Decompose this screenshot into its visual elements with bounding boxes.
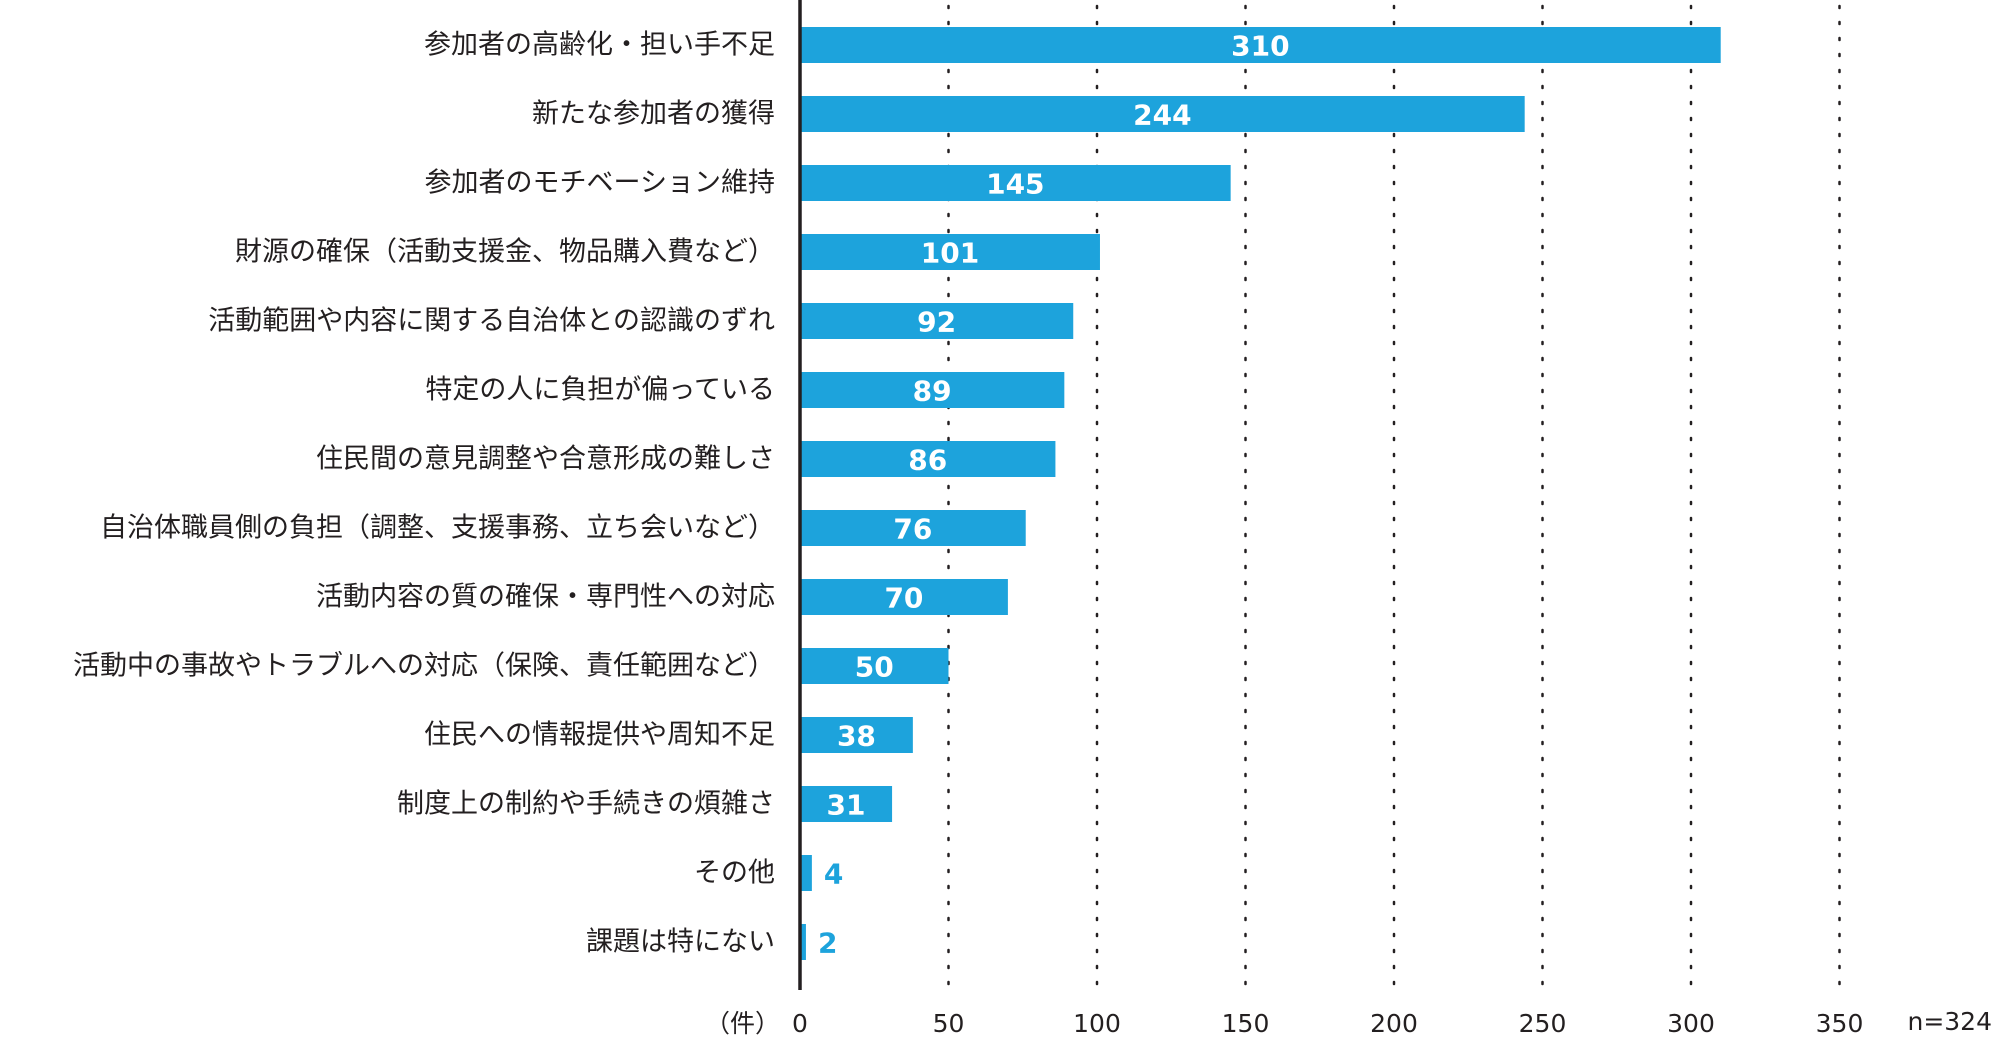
value-label: 50 xyxy=(855,651,894,684)
bar-10 xyxy=(800,648,949,684)
x-tick-label: 0 xyxy=(792,1009,808,1038)
value-label: 38 xyxy=(837,720,876,753)
category-label: 特定の人に負担が偏っている xyxy=(425,375,775,406)
bar-8 xyxy=(800,510,1026,546)
category-label: 参加者のモチベーション維持 xyxy=(425,168,775,199)
category-label: 財源の確保（活動支援金、物品購入費など） xyxy=(235,237,775,268)
category-label: 課題は特にない xyxy=(586,927,775,958)
bar-2 xyxy=(800,96,1525,132)
x-tick-label: 300 xyxy=(1667,1009,1715,1038)
bar-4 xyxy=(800,234,1100,270)
category-label: 参加者の高齢化・担い手不足 xyxy=(424,30,775,61)
x-tick-label: 50 xyxy=(933,1009,965,1038)
category-label: 制度上の制約や手続きの煩雑さ xyxy=(397,789,775,820)
bar-9 xyxy=(800,579,1008,615)
value-label: 4 xyxy=(824,858,843,891)
bar-1 xyxy=(800,27,1721,63)
value-label: 310 xyxy=(1231,30,1289,63)
bar-7 xyxy=(800,441,1056,477)
x-tick-label: 350 xyxy=(1816,1009,1864,1038)
category-label: 活動内容の質の確保・専門性への対応 xyxy=(316,582,775,613)
x-unit-label: （件） xyxy=(705,1009,780,1038)
bar-12 xyxy=(800,786,893,822)
value-label: 86 xyxy=(908,444,947,477)
bar-5 xyxy=(800,303,1074,339)
category-label: その他 xyxy=(694,858,775,889)
value-label: 101 xyxy=(921,237,979,270)
sample-size-note: n=324 xyxy=(1907,1007,1992,1036)
value-label: 89 xyxy=(913,375,952,408)
value-label: 2 xyxy=(818,927,837,960)
category-label: 自治体職員側の負担（調整、支援事務、立ち会いなど） xyxy=(100,513,775,544)
value-label: 145 xyxy=(986,168,1044,201)
category-label: 活動中の事故やトラブルへの対応（保険、責任範囲など） xyxy=(73,651,775,682)
value-label: 92 xyxy=(917,306,956,339)
category-label: 住民への情報提供や周知不足 xyxy=(424,720,775,751)
x-tick-label: 100 xyxy=(1073,1009,1121,1038)
value-label: 76 xyxy=(893,513,932,546)
category-label: 新たな参加者の獲得 xyxy=(532,99,775,130)
x-tick-label: 200 xyxy=(1370,1009,1418,1038)
bar-6 xyxy=(800,372,1065,408)
value-label: 70 xyxy=(884,582,923,615)
bar-13 xyxy=(800,855,812,891)
x-tick-label: 250 xyxy=(1519,1009,1567,1038)
bar-3 xyxy=(800,165,1231,201)
category-label: 住民間の意見調整や合意形成の難しさ xyxy=(316,444,775,475)
bar-11 xyxy=(800,717,913,753)
value-label: 244 xyxy=(1133,99,1191,132)
category-label: 活動範囲や内容に関する自治体との認識のずれ xyxy=(208,306,775,337)
bar-14 xyxy=(800,924,806,960)
x-tick-label: 150 xyxy=(1222,1009,1270,1038)
value-label: 31 xyxy=(827,789,866,822)
